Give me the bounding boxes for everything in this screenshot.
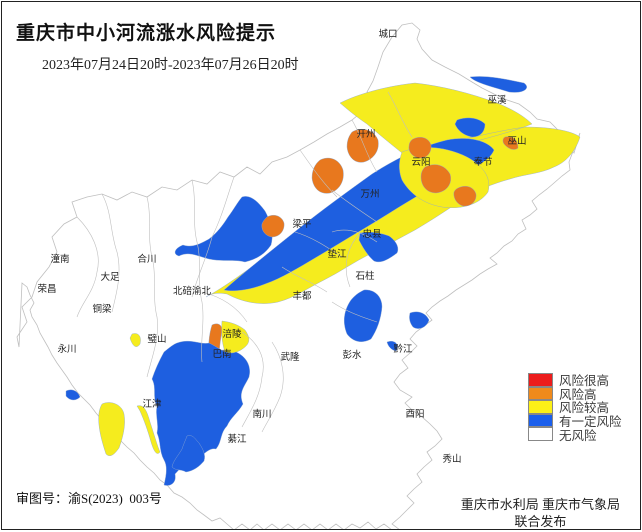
svg-text:江津: 江津: [142, 399, 162, 410]
svg-text:忠县: 忠县: [362, 229, 381, 240]
svg-text:万州: 万州: [360, 189, 379, 200]
svg-text:秀山: 秀山: [442, 453, 461, 465]
svg-text:开州: 开州: [356, 129, 375, 140]
svg-text:荣昌: 荣昌: [37, 283, 56, 295]
svg-text:巫溪: 巫溪: [487, 94, 507, 106]
svg-text:涪陵: 涪陵: [222, 328, 242, 340]
svg-text:巫山: 巫山: [507, 136, 526, 147]
svg-text:彭水: 彭水: [342, 349, 362, 361]
svg-text:巴南: 巴南: [212, 348, 231, 360]
svg-text:云阳: 云阳: [411, 157, 430, 168]
svg-text:石柱: 石柱: [355, 270, 375, 282]
svg-text:武隆: 武隆: [280, 351, 300, 363]
svg-text:潼南: 潼南: [50, 253, 69, 265]
svg-text:梁平: 梁平: [292, 218, 312, 230]
svg-text:璧山: 璧山: [147, 333, 166, 345]
svg-text:南川: 南川: [252, 408, 271, 420]
svg-text:黔江: 黔江: [393, 343, 413, 355]
svg-text:铜梁: 铜梁: [92, 303, 112, 315]
svg-text:綦江: 綦江: [227, 433, 247, 445]
svg-text:丰都: 丰都: [292, 290, 312, 302]
svg-text:合川: 合川: [137, 253, 156, 265]
svg-text:酉阳: 酉阳: [405, 409, 424, 420]
svg-text:大足: 大足: [100, 271, 120, 283]
svg-text:垫江: 垫江: [327, 248, 347, 260]
svg-text:北碚渝北: 北碚渝北: [173, 285, 212, 297]
svg-text:奉节: 奉节: [473, 156, 492, 168]
svg-text:城口: 城口: [378, 29, 397, 40]
svg-text:永川: 永川: [57, 343, 76, 355]
